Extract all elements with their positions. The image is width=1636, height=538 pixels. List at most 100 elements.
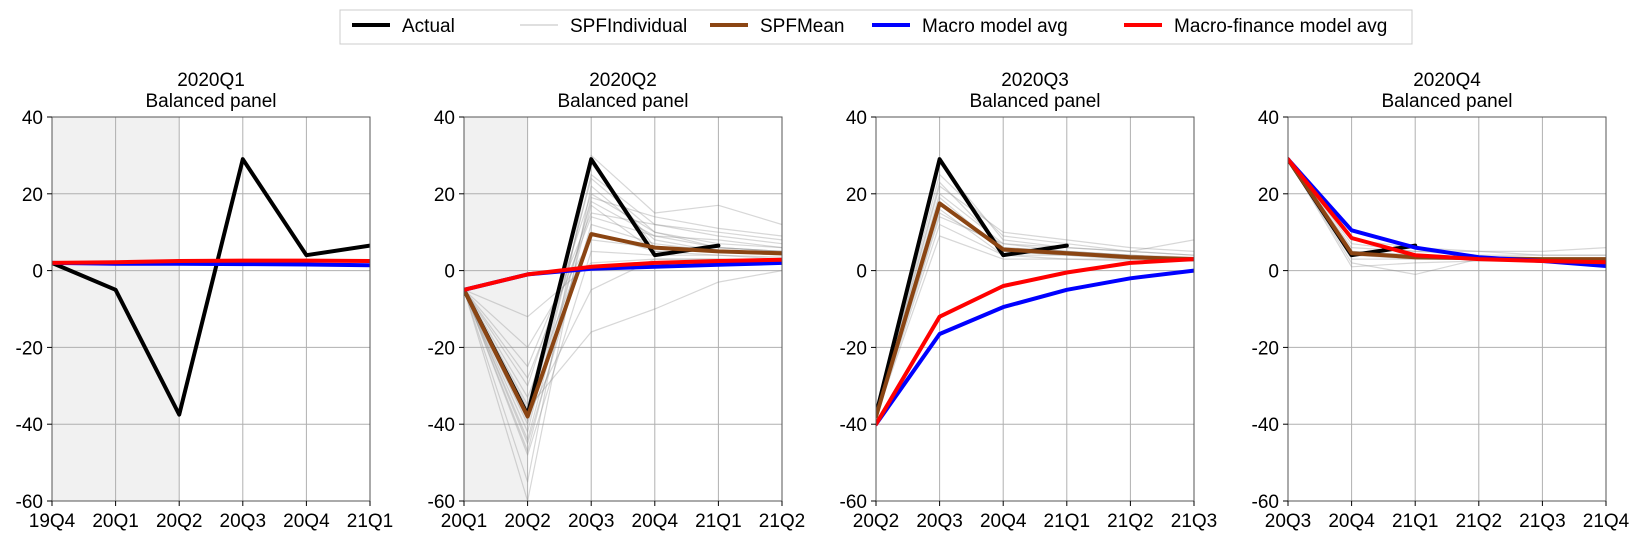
y-tick-label: 20	[846, 185, 867, 206]
legend-item-spfindividual: SPFIndividual	[520, 16, 687, 37]
y-tick-label: 0	[444, 262, 455, 283]
series-line-spfindividual	[1288, 158, 1606, 260]
y-tick-label: 20	[22, 185, 43, 206]
series-line-spfindividual	[876, 174, 1194, 418]
y-tick-label: -60	[428, 492, 455, 513]
x-tick-label: 20Q4	[1328, 511, 1375, 532]
series-line-spfindividual	[464, 250, 782, 456]
y-tick-label: -60	[16, 492, 43, 513]
series-line-spfindividual	[464, 174, 782, 433]
y-tick-label: 20	[1258, 185, 1279, 206]
series-line-actual	[52, 157, 370, 417]
x-tick-label: 21Q1	[1392, 511, 1438, 532]
y-tick-label: -40	[840, 415, 867, 436]
panel-title: 2020Q2	[589, 70, 657, 91]
series-line-spfindividual	[876, 216, 1194, 418]
series-line-spfindividual	[1288, 158, 1606, 260]
x-tick-label: 21Q1	[347, 511, 393, 532]
y-tick-label: -20	[16, 338, 43, 359]
x-tick-label: 20Q2	[156, 511, 202, 532]
y-tick-label: -20	[840, 338, 867, 359]
y-tick-label: -40	[16, 415, 43, 436]
legend: Actual SPFIndividual SPFMean Macro model av…	[339, 9, 1413, 45]
y-tick-label: 0	[32, 262, 43, 283]
x-tick-label: 20Q3	[568, 511, 614, 532]
series-line-spfindividual	[464, 204, 782, 452]
x-tick-label: 20Q4	[980, 511, 1027, 532]
x-tick-label: 20Q4	[632, 511, 679, 532]
panel-subtitle: Balanced panel	[1382, 91, 1513, 112]
plot-area	[1288, 157, 1606, 275]
x-tick-label: 20Q1	[92, 511, 138, 532]
x-tick-label: 21Q1	[1044, 511, 1090, 532]
plot-area	[464, 154, 782, 501]
y-tick-label: 0	[1268, 262, 1279, 283]
series-line-spfindividual	[464, 154, 782, 483]
legend-item-macro-finance-model-avg: Macro-finance model avg	[1124, 16, 1387, 37]
series-line-spfmean	[876, 201, 1194, 419]
series-line-macro-finance-model-avg	[52, 258, 370, 265]
y-tick-label: -40	[428, 415, 455, 436]
x-tick-label: 20Q2	[504, 511, 550, 532]
y-tick-label: -20	[428, 338, 455, 359]
y-tick-label: 40	[434, 108, 455, 129]
series-line-spfindividual	[876, 162, 1194, 418]
plot-area	[52, 157, 370, 417]
series-line-spfindividual	[464, 212, 782, 368]
series-line-spfindividual	[464, 270, 782, 410]
panel-subtitle: Balanced panel	[970, 91, 1101, 112]
y-tick-label: -60	[840, 492, 867, 513]
series-line-spfindividual	[464, 216, 782, 379]
legend-item-macro-model-avg: Macro model avg	[872, 16, 1068, 37]
x-tick-label: 21Q1	[695, 511, 741, 532]
axes-frame	[875, 116, 1195, 502]
x-tick-label: 20Q1	[441, 511, 487, 532]
axes-frame	[463, 116, 783, 502]
series-line-spfindividual	[464, 239, 782, 348]
y-tick-label: -60	[1252, 492, 1279, 513]
legend-item-actual: Actual	[352, 16, 455, 37]
panel-subtitle: Balanced panel	[558, 91, 689, 112]
y-tick-label: 20	[434, 185, 455, 206]
y-tick-label: 40	[846, 108, 867, 129]
series-line-macro-finance-model-avg	[1288, 157, 1606, 265]
series-line-spfindividual	[464, 193, 782, 387]
y-tick-label: 40	[1258, 108, 1279, 129]
panel-title: 2020Q1	[177, 70, 245, 91]
axes-frame	[51, 116, 371, 502]
x-tick-label: 21Q3	[1171, 511, 1217, 532]
series-line-macro-model-avg	[876, 268, 1194, 427]
x-tick-label: 20Q3	[220, 511, 266, 532]
panel-title: 2020Q4	[1413, 70, 1481, 91]
y-tick-label: 40	[22, 108, 43, 129]
x-tick-label: 19Q4	[29, 511, 76, 532]
x-tick-label: 20Q3	[916, 511, 962, 532]
series-line-spfmean	[1288, 157, 1606, 262]
x-tick-label: 21Q3	[1519, 511, 1565, 532]
x-tick-label: 20Q2	[853, 511, 899, 532]
series-line-spfindividual	[1288, 158, 1606, 260]
series-line-spfindividual	[1288, 158, 1606, 260]
x-tick-label: 21Q2	[1456, 511, 1502, 532]
legend-label: Macro model avg	[922, 16, 1068, 37]
legend-item-spfmean: SPFMean	[710, 16, 844, 37]
series-line-spfindividual	[876, 185, 1194, 418]
y-tick-label: -40	[1252, 415, 1279, 436]
plot-area	[876, 157, 1194, 427]
x-tick-label: 21Q4	[1583, 511, 1630, 532]
x-tick-label: 20Q3	[1265, 511, 1311, 532]
series-line-spfmean	[464, 232, 782, 419]
series-line-macro-finance-model-avg	[464, 257, 782, 292]
legend-label: SPFIndividual	[570, 16, 687, 37]
legend-label: Macro-finance model avg	[1174, 16, 1387, 37]
x-tick-label: 21Q2	[1107, 511, 1153, 532]
legend-label: Actual	[402, 16, 455, 37]
series-line-spfindividual	[464, 200, 782, 425]
y-tick-label: 0	[856, 262, 867, 283]
